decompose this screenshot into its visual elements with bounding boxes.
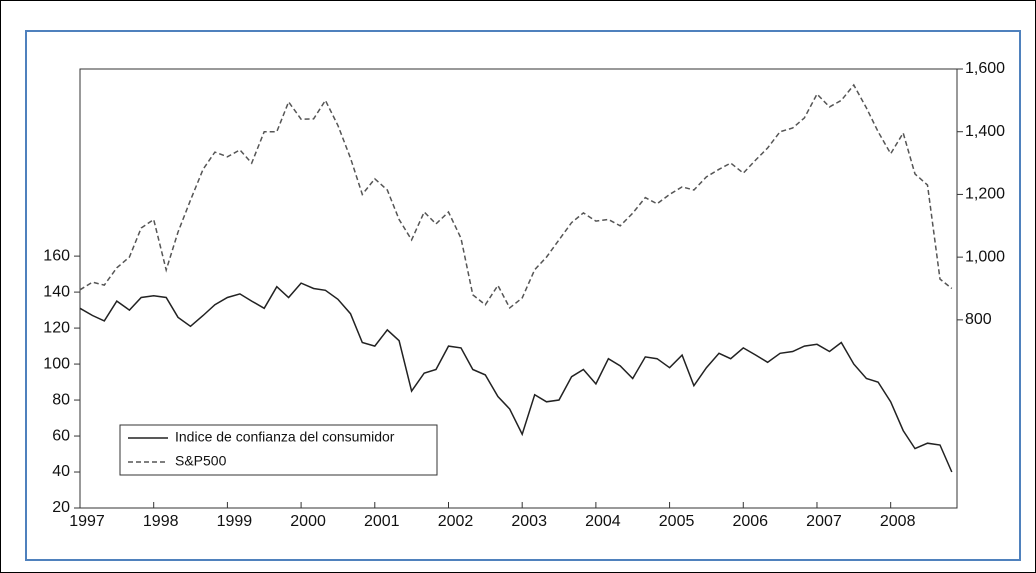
y-tick-label: 60 (52, 427, 70, 444)
plot-area (79, 68, 958, 509)
x-tick-label: 2003 (511, 513, 547, 530)
legend-box (119, 424, 438, 476)
x-tick-label: 2008 (880, 513, 916, 530)
series-line (79, 83, 953, 310)
x-tick-label: 1998 (143, 513, 179, 530)
y2-tick-label: 1,000 (965, 248, 1005, 265)
series-line (79, 282, 953, 473)
y2-tick-label: 1,400 (965, 123, 1005, 140)
y-tick-label: 80 (52, 391, 70, 408)
x-tick-label: 1999 (217, 513, 253, 530)
y2-tick-label: 1,200 (965, 186, 1005, 203)
x-tick-label: 2005 (659, 513, 695, 530)
y-tick-label: 40 (52, 463, 70, 480)
x-tick-label: 2000 (290, 513, 326, 530)
legend-label: Indice de confianza del consumidor (175, 429, 395, 445)
x-tick-label: 2001 (364, 513, 400, 530)
x-tick-label: 2006 (732, 513, 768, 530)
y2-tick-label: 800 (965, 311, 992, 328)
x-tick-label: 2007 (806, 513, 842, 530)
y-tick-label: 140 (43, 283, 70, 300)
legend-label: S&P500 (175, 453, 227, 469)
y-tick-label: 100 (43, 355, 70, 372)
x-tick-label: 2004 (585, 513, 621, 530)
y-tick-label: 20 (52, 499, 70, 516)
x-tick-label: 1997 (69, 513, 105, 530)
y2-tick-label: 1,600 (965, 60, 1005, 77)
x-tick-label: 2002 (438, 513, 474, 530)
y-tick-label: 120 (43, 319, 70, 336)
y-tick-label: 160 (43, 247, 70, 264)
